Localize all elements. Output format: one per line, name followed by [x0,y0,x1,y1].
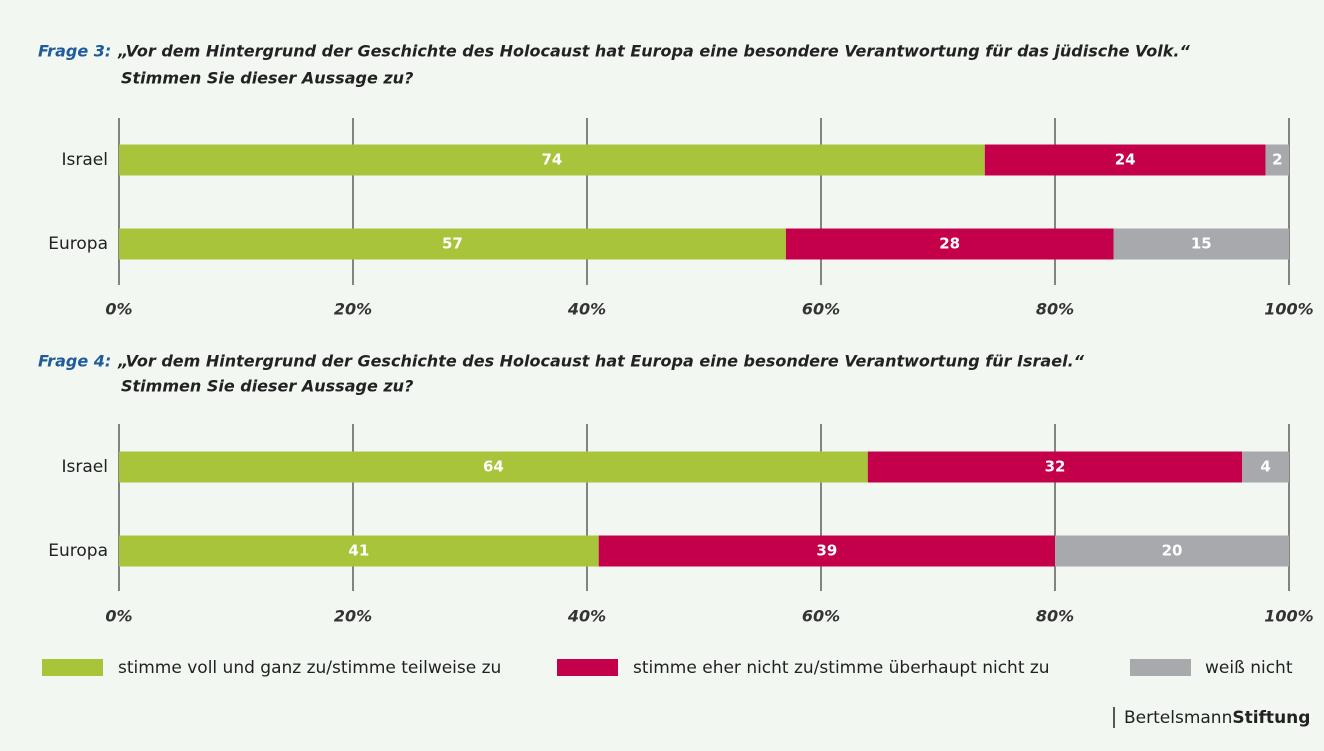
bar-segment [1242,451,1289,483]
bar-segment [119,144,985,176]
brand: BertelsmannStiftung [1124,708,1310,728]
x-tick-label: 20% [334,607,372,626]
x-tick-label: 40% [567,607,606,626]
value-label: 39 [816,542,837,560]
value-label: 32 [1045,458,1066,476]
legend-swatch [1130,659,1191,676]
question-label: Frage 3: [38,42,111,61]
value-label: 74 [541,151,562,169]
legend-label: stimme eher nicht zu/stimme überhaupt ni… [633,658,1050,678]
bar-segment [785,228,1114,260]
value-label: 4 [1260,458,1270,476]
question-title: „Vor dem Hintergrund der Geschichte des … [117,352,1085,371]
value-label: 64 [483,458,504,476]
bar-segment [984,144,1266,176]
x-tick-label: 80% [1036,300,1074,319]
y-tick-label: Europa [48,234,108,254]
question-subtitle: Stimmen Sie dieser Aussage zu? [121,69,413,88]
x-tick-label: 100% [1264,300,1313,319]
question-label: Frage 4: [38,352,111,371]
value-label: 20 [1162,542,1183,560]
x-tick-label: 40% [567,300,606,319]
value-label: 24 [1115,151,1136,169]
value-label: 28 [939,235,960,253]
legend-swatch [557,659,618,676]
x-tick-label: 0% [105,607,132,626]
x-tick-label: 0% [105,300,132,319]
y-tick-label: Israel [62,457,108,477]
y-tick-label: Israel [62,150,108,170]
value-label: 57 [442,235,463,253]
value-label: 41 [348,542,369,560]
brand-light: Bertelsmann [1124,708,1232,728]
bar-segment [1055,535,1289,567]
bar-segment [867,451,1243,483]
bar-segment [598,535,1055,567]
x-tick-label: 60% [802,300,840,319]
legend-swatch [42,659,103,676]
x-tick-label: 100% [1264,607,1313,626]
x-tick-label: 80% [1036,607,1074,626]
brand-bold: Stiftung [1232,708,1310,728]
bar-segment [1113,228,1289,260]
question-title: „Vor dem Hintergrund der Geschichte des … [117,42,1190,61]
legend-label: weiß nicht [1205,658,1293,678]
value-label: 2 [1272,151,1282,169]
bar-segment [119,228,786,260]
x-tick-label: 20% [334,300,372,319]
bar-segment [119,451,868,483]
x-tick-label: 60% [802,607,840,626]
y-tick-label: Europa [48,541,108,561]
value-label: 15 [1191,235,1212,253]
question-subtitle: Stimmen Sie dieser Aussage zu? [121,377,413,396]
legend-label: stimme voll und ganz zu/stimme teilweise… [118,658,501,678]
bar-segment [1265,144,1289,176]
bar-segment [119,535,599,567]
